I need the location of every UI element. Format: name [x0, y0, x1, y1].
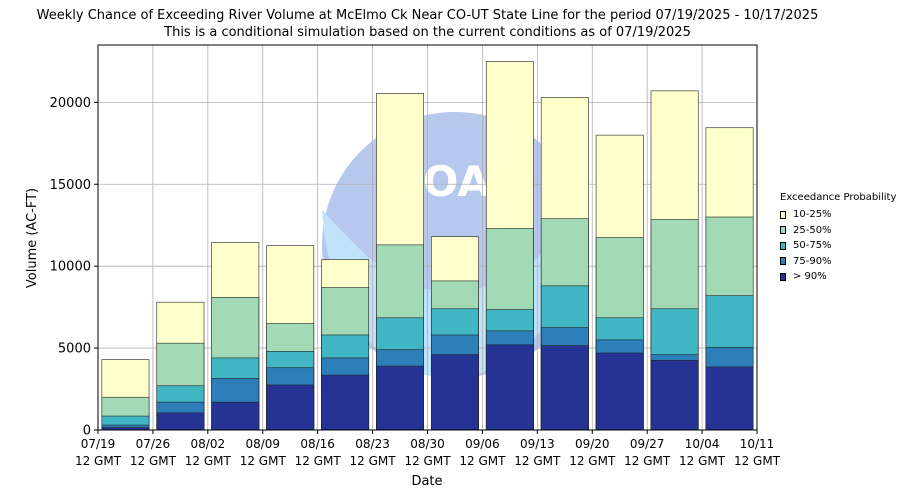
- legend-item: 10-25%: [780, 207, 896, 223]
- x-tick-label-date: 08/16: [300, 437, 335, 451]
- legend-swatch: [780, 226, 786, 235]
- bar-90-9: [595, 352, 644, 431]
- legend-swatch: [780, 257, 786, 266]
- bars: [101, 61, 754, 431]
- legend-label: 10-25%: [793, 209, 832, 221]
- y-tick-label: 10000: [50, 260, 91, 275]
- legend-title: Exceedance Probability: [780, 192, 897, 203]
- legend-label: 75-90%: [793, 255, 832, 267]
- x-tick-label-time: 12 GMT: [624, 454, 671, 468]
- bar-90-5: [376, 365, 424, 431]
- y-axis-label: Volume (AC-FT): [25, 188, 40, 288]
- bar-90-7: [485, 344, 534, 431]
- chart-subtitle: This is a conditional simulation based o…: [164, 25, 691, 40]
- x-tick-label-time: 12 GMT: [569, 454, 616, 468]
- legend-item: > 90%: [780, 269, 896, 285]
- legend-label: > 90%: [793, 271, 827, 283]
- x-tick-label-date: 08/30: [410, 437, 445, 451]
- y-tick-label: 15000: [50, 178, 91, 193]
- x-tick-label-time: 12 GMT: [240, 454, 287, 468]
- legend-swatch: [780, 210, 786, 219]
- bar-90-11: [705, 366, 754, 431]
- x-tick-label-date: 09/20: [575, 437, 610, 451]
- legend-swatch: [780, 272, 786, 281]
- bar-90-4: [321, 374, 370, 431]
- x-tick-label-time: 12 GMT: [734, 454, 781, 468]
- x-tick-label-time: 12 GMT: [404, 454, 451, 468]
- x-tick-label-date: 09/27: [630, 437, 665, 451]
- bar-90-8: [540, 345, 589, 431]
- legend: Exceedance Probability 10-25% 25-50% 50-75…: [780, 192, 896, 285]
- axes: 0 5000 10000 15000 20000 07/19 12 GMT 07/26 12 G…: [50, 44, 781, 468]
- x-tick-label-date: 08/09: [245, 437, 280, 451]
- bar-90-3: [266, 384, 315, 431]
- x-tick-label-time: 12 GMT: [459, 454, 506, 468]
- x-tick-label-time: 12 GMT: [75, 454, 122, 468]
- x-tick-label-date: 10/04: [685, 437, 720, 451]
- legend-item: 50-75%: [780, 238, 896, 254]
- y-tick-label: 5000: [58, 342, 91, 357]
- x-tick-label-time: 12 GMT: [185, 454, 232, 468]
- y-tick-label: 0: [83, 424, 91, 439]
- x-tick-label-date: 10/11: [740, 437, 775, 451]
- legend-label: 25-50%: [793, 224, 832, 236]
- x-tick-label-time: 12 GMT: [350, 454, 397, 468]
- legend-label: 50-75%: [793, 240, 832, 252]
- bar-90-2: [211, 401, 260, 431]
- legend-item: 75-90%: [780, 254, 896, 270]
- x-tick-label-date: 07/19: [81, 437, 116, 451]
- x-tick-label-date: 08/02: [191, 437, 226, 451]
- x-tick-label-time: 12 GMT: [514, 454, 561, 468]
- x-tick-label-date: 09/06: [465, 437, 500, 451]
- y-tick-label: 20000: [50, 96, 91, 111]
- legend-item: 25-50%: [780, 223, 896, 239]
- x-tick-label-date: 07/26: [136, 437, 171, 451]
- bar-90-1: [156, 412, 205, 431]
- chart-title: Weekly Chance of Exceeding River Volume …: [36, 8, 819, 23]
- x-tick-label-time: 12 GMT: [130, 454, 177, 468]
- x-axis-label: Date: [411, 474, 442, 489]
- x-tick-label-time: 12 GMT: [679, 454, 726, 468]
- x-tick-label-time: 12 GMT: [295, 454, 342, 468]
- legend-swatch: [780, 241, 786, 250]
- bar-90-10: [650, 360, 699, 431]
- x-tick-label-date: 09/13: [520, 437, 555, 451]
- x-tick-label-date: 08/23: [355, 437, 390, 451]
- bar-90-6: [431, 354, 479, 431]
